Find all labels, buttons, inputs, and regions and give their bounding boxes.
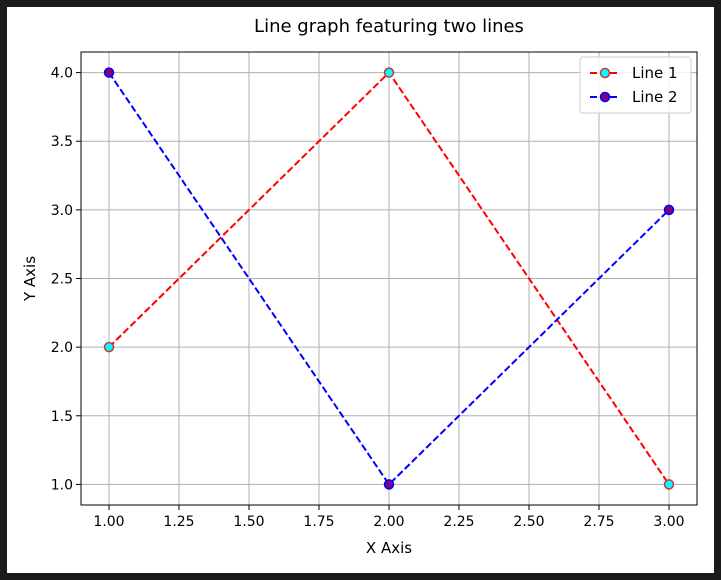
y-tick-label: 1.5: [51, 409, 73, 425]
x-axis: 1.00 1.25 1.50 1.75 2.00 2.25 2.50 2.75 3.00: [93, 505, 685, 530]
y-tick-label: 2.5: [51, 272, 73, 288]
y-tick-label: 4.0: [51, 66, 73, 82]
series-2-point: [103, 67, 115, 78]
grid: [81, 52, 697, 505]
y-tick-label: 3.5: [51, 134, 73, 150]
legend-label: Line 2: [632, 88, 678, 106]
legend: Line 1 Line 2: [579, 56, 692, 114]
x-tick-label: 3.00: [653, 514, 684, 530]
series-line-2: [108, 72, 670, 486]
line-chart: Line graph featuring two lines 1.00 1.25 1…: [21, 16, 698, 557]
chart-figure: Line graph featuring two lines 1.00 1.25 1…: [7, 7, 714, 573]
x-tick-label: 2.75: [583, 514, 614, 530]
y-tick-label: 2.0: [51, 340, 73, 356]
chart-title: Line graph featuring two lines: [254, 16, 524, 37]
series-1-point: [663, 479, 675, 490]
legend-swatch-marker: [599, 91, 611, 103]
x-tick-label: 1.75: [303, 514, 334, 530]
legend-swatch-marker: [599, 67, 611, 79]
y-tick-label: 1.0: [51, 477, 73, 493]
y-axis-label: Y Axis: [21, 256, 39, 302]
series-1-point: [103, 341, 115, 353]
x-tick-label: 1.00: [93, 514, 124, 530]
series-2-point: [663, 204, 675, 216]
x-tick-label: 1.50: [233, 514, 264, 530]
legend-label: Line 1: [632, 64, 678, 82]
x-tick-label: 1.25: [163, 514, 194, 530]
x-tick-label: 2.25: [443, 514, 474, 530]
x-axis-label: X Axis: [366, 539, 412, 557]
series-2-point: [383, 479, 395, 490]
y-axis: 1.0 1.5 2.0 2.5 3.0 3.5 4.0: [51, 66, 81, 493]
x-tick-label: 2.00: [373, 514, 404, 530]
series-layer: [103, 67, 675, 490]
y-tick-label: 3.0: [51, 203, 73, 219]
x-tick-label: 2.50: [513, 514, 544, 530]
series-1-point: [383, 67, 395, 78]
